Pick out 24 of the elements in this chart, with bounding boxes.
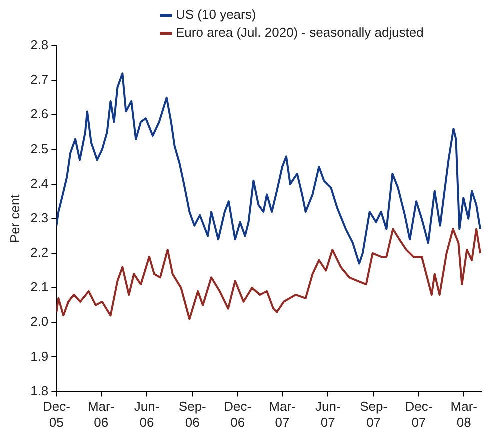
y-tick-label: 2.3 xyxy=(30,210,49,226)
x-tick-label: Sep-07 xyxy=(360,399,388,430)
y-tick-label: 1.9 xyxy=(30,348,49,364)
y-tick-label: 2.2 xyxy=(30,245,49,260)
legend-label: US (10 years) xyxy=(176,6,256,24)
y-tick-label: 2.4 xyxy=(30,176,49,191)
x-tick-label: Mar-06 xyxy=(88,399,115,430)
y-tick-label: 2.5 xyxy=(30,141,49,156)
x-tick-label: Jun-07 xyxy=(316,399,341,430)
legend-label: Euro area (Jul. 2020) - seasonally adjusted xyxy=(176,24,424,42)
x-tick-label: Sep-06 xyxy=(178,399,206,430)
y-tick-label: 1.8 xyxy=(30,383,49,398)
x-tick-label: Mar-07 xyxy=(269,399,296,430)
y-axis-title: Per cent xyxy=(7,194,22,244)
x-tick-label: Dec-07 xyxy=(405,399,433,430)
x-tick-label: Dec-06 xyxy=(224,399,252,430)
y-tick-label: 2.1 xyxy=(30,280,49,295)
x-tick-label: Mar-08 xyxy=(450,399,478,430)
y-tick-label: 2.8 xyxy=(30,38,49,53)
y-tick-label: 2.0 xyxy=(30,314,49,330)
y-tick-label: 2.6 xyxy=(30,106,49,122)
x-tick-label: Dec-05 xyxy=(42,399,70,430)
x-tick-label: Jun-06 xyxy=(134,399,160,430)
y-tick-label: 2.7 xyxy=(30,72,49,88)
